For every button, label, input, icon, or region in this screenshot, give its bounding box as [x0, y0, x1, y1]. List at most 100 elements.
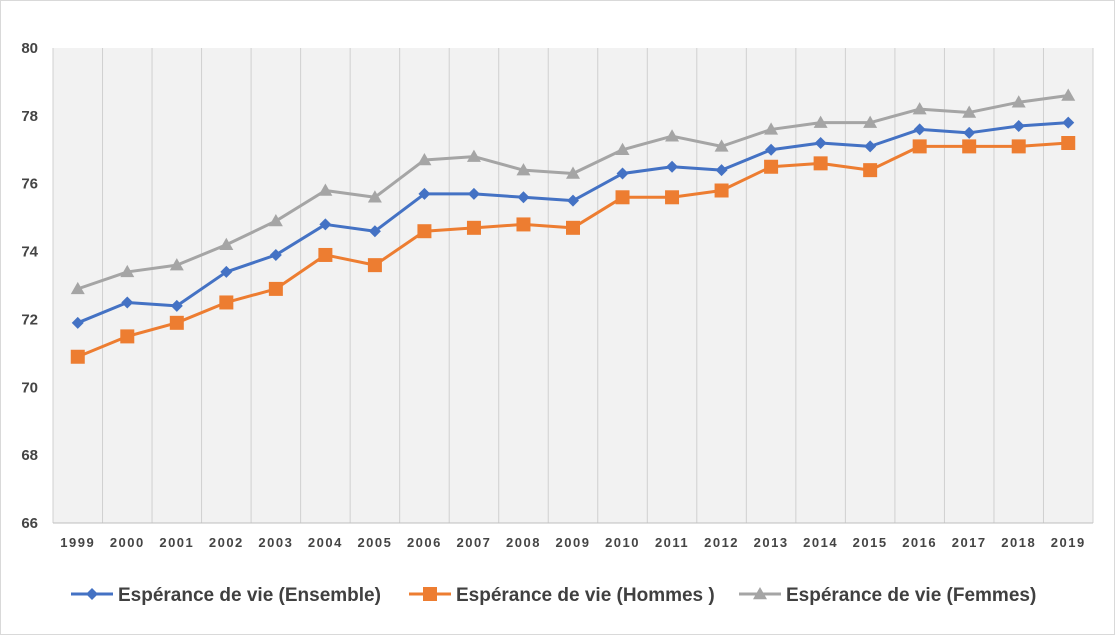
- data-point: [268, 281, 283, 296]
- data-point: [219, 295, 234, 310]
- data-point: [318, 247, 333, 262]
- data-point: [714, 183, 729, 198]
- data-point: [417, 152, 432, 166]
- data-point: [269, 248, 282, 261]
- legend-label: Espérance de vie (Ensemble): [118, 585, 381, 606]
- y-tick-label: 78: [21, 108, 38, 125]
- data-point: [1012, 120, 1025, 133]
- legend-label: Espérance de vie (Hommes ): [456, 585, 715, 606]
- legend-item: Espérance de vie (Ensemble): [71, 585, 381, 606]
- data-point: [765, 143, 778, 156]
- x-tick-label: 2000: [110, 535, 145, 550]
- data-point: [615, 190, 630, 205]
- data-point: [120, 264, 135, 278]
- data-point: [368, 225, 381, 238]
- x-tick-label: 2013: [754, 535, 789, 550]
- data-point: [517, 191, 530, 204]
- legend: Espérance de vie (Ensemble) Espérance de …: [71, 585, 1036, 606]
- x-tick-label: 2002: [209, 535, 244, 550]
- series-layer: [70, 88, 1076, 364]
- data-point: [615, 142, 630, 156]
- data-point: [121, 296, 134, 309]
- data-point: [912, 102, 927, 115]
- x-tick-label: 2018: [1001, 535, 1036, 550]
- x-tick-label: 2015: [853, 535, 888, 550]
- series-2: [70, 136, 1076, 364]
- legend-item: Espérance de vie (Femmes): [739, 585, 1036, 606]
- x-tick-label: 2014: [803, 535, 838, 550]
- data-point: [616, 167, 629, 180]
- legend-marker: [423, 587, 437, 601]
- legend-item: Espérance de vie (Hommes ): [409, 585, 715, 606]
- x-tick-label: 2017: [952, 535, 987, 550]
- data-point: [1061, 136, 1076, 150]
- data-point: [863, 163, 878, 178]
- data-point: [813, 156, 828, 171]
- data-point: [367, 190, 382, 203]
- data-point: [912, 139, 927, 154]
- data-point: [319, 218, 332, 231]
- data-point: [170, 299, 183, 312]
- legend-label: Espérance de vie (Femmes): [786, 585, 1036, 606]
- data-point: [367, 258, 382, 273]
- data-point: [764, 159, 779, 174]
- x-tick-label: 2003: [258, 535, 293, 550]
- data-point: [1011, 139, 1026, 154]
- data-point: [715, 164, 728, 177]
- data-point: [962, 139, 977, 154]
- data-point: [665, 129, 680, 142]
- data-point: [566, 166, 580, 179]
- data-point: [962, 105, 977, 118]
- data-point: [220, 265, 233, 278]
- x-tick-label: 2012: [704, 535, 739, 550]
- y-tick-label: 74: [21, 244, 38, 261]
- data-point: [70, 349, 85, 364]
- data-point: [516, 217, 531, 232]
- legend-marker: [86, 588, 98, 600]
- data-point: [169, 258, 184, 271]
- data-point: [814, 137, 827, 149]
- x-tick-label: 2007: [456, 535, 491, 550]
- data-point: [566, 220, 580, 235]
- data-point: [1011, 95, 1026, 108]
- data-point: [71, 316, 84, 329]
- x-tick-label: 2004: [308, 535, 343, 550]
- data-point: [466, 220, 481, 235]
- data-point: [466, 149, 481, 162]
- x-tick-label: 2010: [605, 535, 640, 550]
- x-tick-label: 2016: [902, 535, 937, 550]
- y-tick-label: 68: [21, 447, 38, 464]
- data-point: [418, 187, 431, 200]
- data-point: [864, 140, 877, 153]
- data-point: [169, 315, 184, 330]
- data-point: [120, 329, 135, 344]
- data-point: [764, 122, 779, 135]
- x-tick-label: 2006: [407, 535, 442, 550]
- data-point: [318, 183, 333, 196]
- grid-layer: [52, 48, 1094, 523]
- data-point: [666, 160, 679, 173]
- data-point: [963, 126, 976, 139]
- axis-layer: 66 68 70 72 74 76 78 80 1999 2000 2001 2002 2003 2004…: [21, 40, 1093, 550]
- data-point: [268, 214, 283, 227]
- series-1: [71, 116, 1075, 329]
- y-tick-label: 80: [21, 40, 38, 57]
- legend-marker: [753, 587, 767, 600]
- data-point: [714, 139, 729, 152]
- x-tick-label: 2005: [357, 535, 392, 550]
- x-tick-label: 2009: [556, 535, 591, 550]
- data-point: [567, 194, 579, 207]
- data-point: [417, 224, 432, 239]
- x-tick-label: 1999: [60, 535, 95, 550]
- x-tick-label: 2008: [506, 535, 541, 550]
- y-tick-label: 66: [21, 515, 38, 532]
- x-tick-label: 2019: [1051, 535, 1086, 550]
- data-point: [913, 123, 926, 136]
- data-point: [863, 115, 878, 128]
- data-point: [813, 115, 828, 128]
- x-tick-label: 2001: [159, 535, 194, 550]
- x-tick-label: 2011: [655, 535, 689, 550]
- y-tick-label: 70: [21, 379, 38, 396]
